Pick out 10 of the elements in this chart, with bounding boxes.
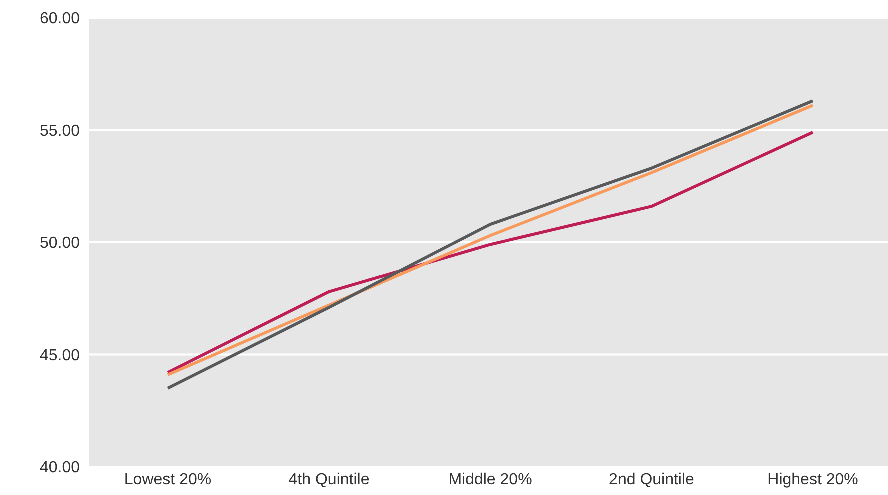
x-tick-label: Lowest 20%	[124, 471, 212, 488]
y-tick-label: 55.00	[40, 122, 80, 140]
x-tick-label: Highest 20%	[768, 471, 858, 488]
x-tick-label: 2nd Quintile	[609, 471, 695, 488]
y-tick-label: 40.00	[40, 460, 80, 477]
y-tick-label: 50.00	[40, 235, 80, 252]
y-tick-label: 60.00	[40, 10, 80, 28]
y-tick-label: 45.00	[40, 347, 80, 364]
x-tick-label: Middle 20%	[448, 471, 532, 488]
x-tick-label: 4th Quintile	[288, 471, 370, 488]
